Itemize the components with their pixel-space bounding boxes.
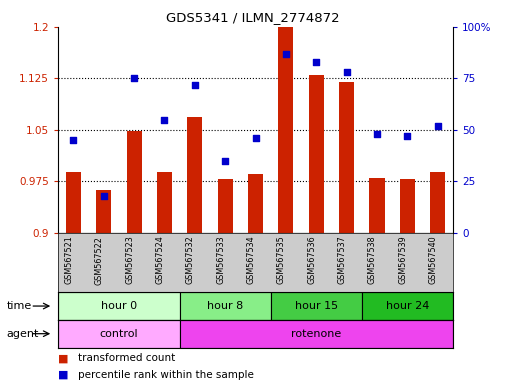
Text: rotenone: rotenone <box>290 329 341 339</box>
Text: ■: ■ <box>58 353 69 364</box>
Text: ■: ■ <box>58 370 69 380</box>
Bar <box>157 172 172 233</box>
Text: GSM567523: GSM567523 <box>125 236 134 285</box>
Text: GSM567540: GSM567540 <box>428 236 437 284</box>
Bar <box>270 292 361 320</box>
Text: hour 15: hour 15 <box>294 301 337 311</box>
Text: hour 0: hour 0 <box>100 301 137 311</box>
Bar <box>179 292 270 320</box>
Text: time: time <box>7 301 32 311</box>
Bar <box>399 179 414 233</box>
Bar <box>308 75 323 233</box>
Text: GSM567535: GSM567535 <box>276 236 285 285</box>
Text: GSM567539: GSM567539 <box>397 236 407 285</box>
Text: GSM567534: GSM567534 <box>246 236 255 284</box>
Text: GSM567536: GSM567536 <box>307 236 316 284</box>
Point <box>160 116 168 122</box>
Bar <box>247 174 263 233</box>
Text: transformed count: transformed count <box>78 353 175 364</box>
Bar <box>217 179 232 233</box>
Point <box>130 75 138 81</box>
Bar <box>278 27 293 233</box>
Point <box>221 157 229 164</box>
Point <box>190 81 198 88</box>
Bar <box>369 178 384 233</box>
Text: GSM567533: GSM567533 <box>216 236 225 284</box>
Bar <box>96 190 111 233</box>
Point <box>69 137 77 143</box>
Text: GSM567521: GSM567521 <box>64 236 73 285</box>
Point <box>281 51 289 57</box>
Point <box>433 122 441 129</box>
Bar <box>429 172 444 233</box>
Bar <box>66 172 81 233</box>
Point <box>312 59 320 65</box>
Point <box>251 135 259 141</box>
Point <box>99 193 108 199</box>
Text: control: control <box>99 329 138 339</box>
Text: hour 24: hour 24 <box>385 301 428 311</box>
Text: GDS5341 / ILMN_2774872: GDS5341 / ILMN_2774872 <box>166 12 339 25</box>
Text: GSM567538: GSM567538 <box>367 236 376 284</box>
Point <box>342 69 350 75</box>
Text: GSM567532: GSM567532 <box>185 236 194 285</box>
Bar <box>58 320 179 348</box>
Point <box>372 131 380 137</box>
Bar <box>338 82 354 233</box>
Bar <box>361 292 452 320</box>
Bar <box>187 118 202 233</box>
Bar <box>179 320 452 348</box>
Text: percentile rank within the sample: percentile rank within the sample <box>78 370 254 380</box>
Text: GSM567524: GSM567524 <box>155 236 164 285</box>
Point <box>402 133 411 139</box>
Text: GSM567537: GSM567537 <box>337 236 346 285</box>
Text: agent: agent <box>7 329 39 339</box>
Text: GSM567522: GSM567522 <box>94 236 104 285</box>
Text: hour 8: hour 8 <box>207 301 243 311</box>
Bar <box>126 131 141 233</box>
Bar <box>58 292 179 320</box>
